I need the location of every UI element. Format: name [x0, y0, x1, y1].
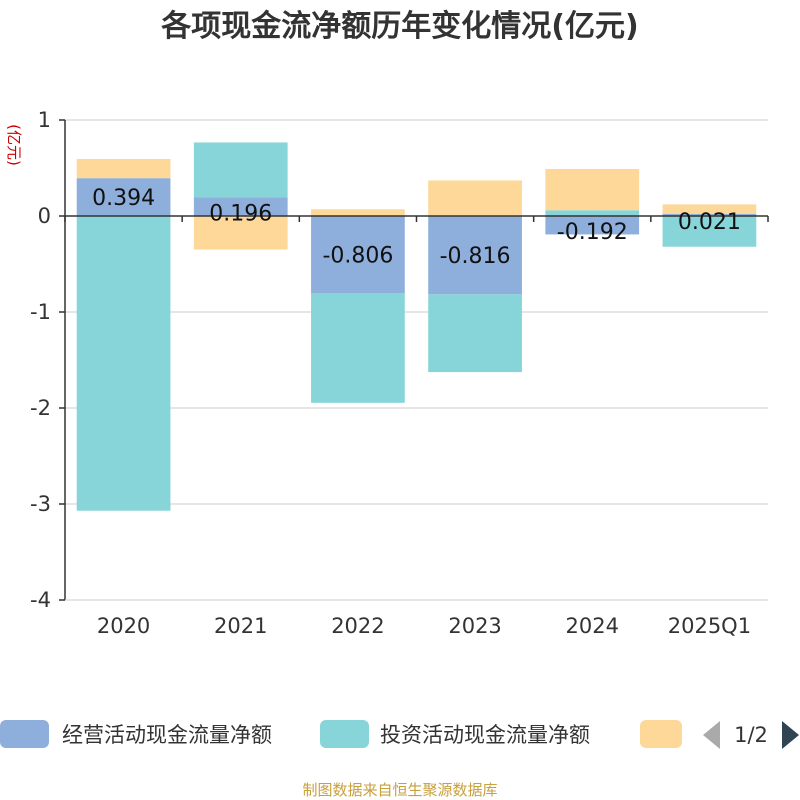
data-label: 0.394 [92, 186, 155, 211]
bar-2-2022 [311, 209, 405, 216]
bar-2-2023 [428, 180, 522, 216]
bar-0-2025Q1 [662, 213, 757, 216]
y-tick-label: -3 [30, 492, 51, 516]
y-axis-label: (亿元) [5, 124, 23, 166]
bar-1-2020 [76, 216, 171, 511]
source-note: 制图数据来自恒生聚源数据库 [302, 781, 497, 799]
bars [76, 142, 757, 511]
y-tick-label: 0 [38, 204, 51, 228]
chart-title: 各项现金流净额历年变化情况(亿元) [160, 9, 638, 44]
bar-0-2022 [311, 216, 405, 294]
legend: 经营活动现金流量净额 投资活动现金流量净额 1/2 [0, 720, 799, 749]
data-label: -0.806 [322, 244, 393, 269]
x-tick-label: 2022 [331, 614, 384, 638]
data-label: 0.021 [678, 210, 741, 235]
y-tick-label: 1 [38, 108, 51, 132]
data-label: -0.816 [440, 244, 511, 269]
bar-0-2020 [76, 178, 171, 216]
bar-2-2025Q1 [662, 204, 757, 214]
bar-1-2025Q1 [662, 216, 757, 247]
legend-prev-icon[interactable] [703, 721, 720, 749]
legend-page-indicator: 1/2 [734, 723, 768, 747]
legend-label: 经营活动现金流量净额 [62, 723, 272, 747]
x-tick-label: 2020 [97, 614, 150, 638]
data-label: 0.196 [209, 202, 272, 227]
bar-2-2020 [76, 158, 171, 179]
legend-next-icon[interactable] [782, 721, 799, 749]
legend-swatch [640, 720, 682, 748]
data-label: -0.192 [557, 220, 628, 245]
x-tick-label: 2025Q1 [668, 614, 751, 638]
legend-swatch [320, 720, 369, 748]
data-labels: 0.394 0.196 -0.806 -0.816 -0.192 0.021 [92, 186, 741, 269]
bar-0-2024 [545, 216, 640, 235]
bar-0-2023 [428, 216, 522, 295]
x-tick-label: 2021 [214, 614, 267, 638]
bar-2-2021 [193, 216, 288, 250]
legend-swatch [0, 720, 49, 748]
bar-1-2024 [545, 210, 640, 216]
x-tick-label: 2023 [448, 614, 501, 638]
bar-2-2024 [545, 168, 640, 211]
bar-1-2022 [311, 293, 405, 403]
legend-label: 投资活动现金流量净额 [380, 723, 590, 747]
y-tick-label: -2 [30, 396, 51, 420]
y-tick-label: -4 [30, 588, 51, 612]
y-tick-label: -1 [30, 300, 51, 324]
axes: 1 0 -1 -2 -3 -4 2020 2021 2022 2023 2024 2025Q1 [30, 108, 769, 638]
x-tick-label: 2024 [566, 614, 619, 638]
bar-0-2021 [193, 197, 288, 216]
bar-1-2023 [428, 294, 522, 373]
bar-1-2021 [193, 142, 288, 198]
